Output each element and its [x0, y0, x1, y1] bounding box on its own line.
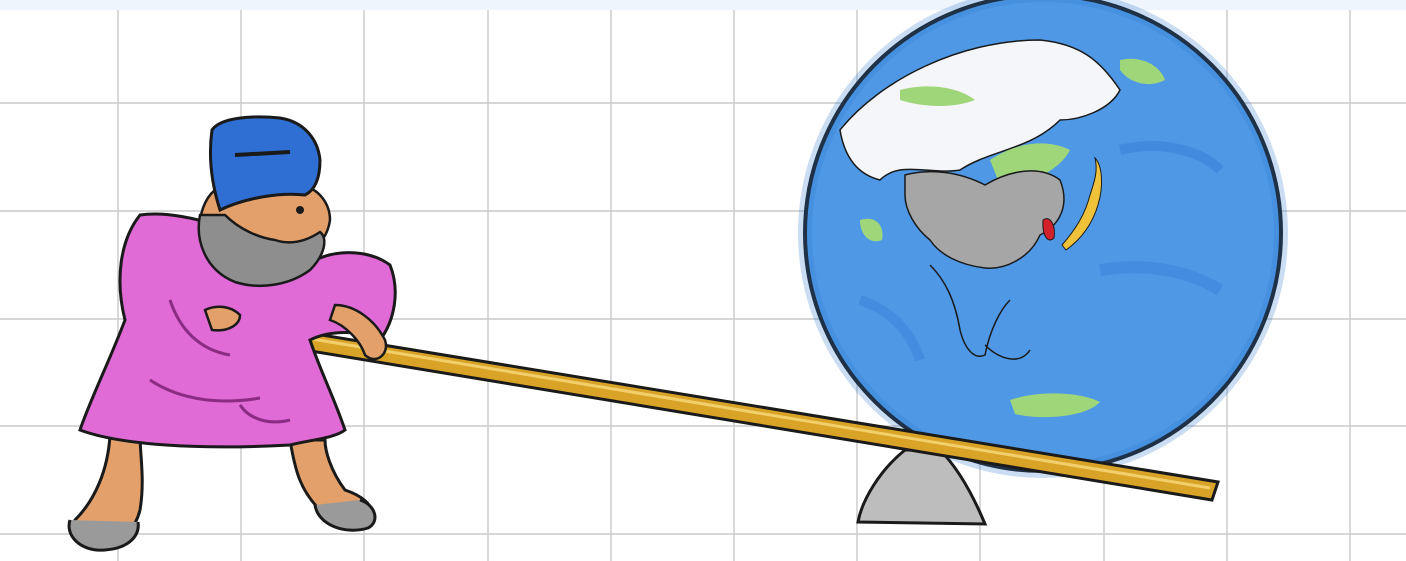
- person-icon: [67, 115, 397, 552]
- globe-icon: [798, 0, 1288, 478]
- fulcrum-icon: [856, 448, 988, 526]
- top-strip: [0, 0, 1406, 10]
